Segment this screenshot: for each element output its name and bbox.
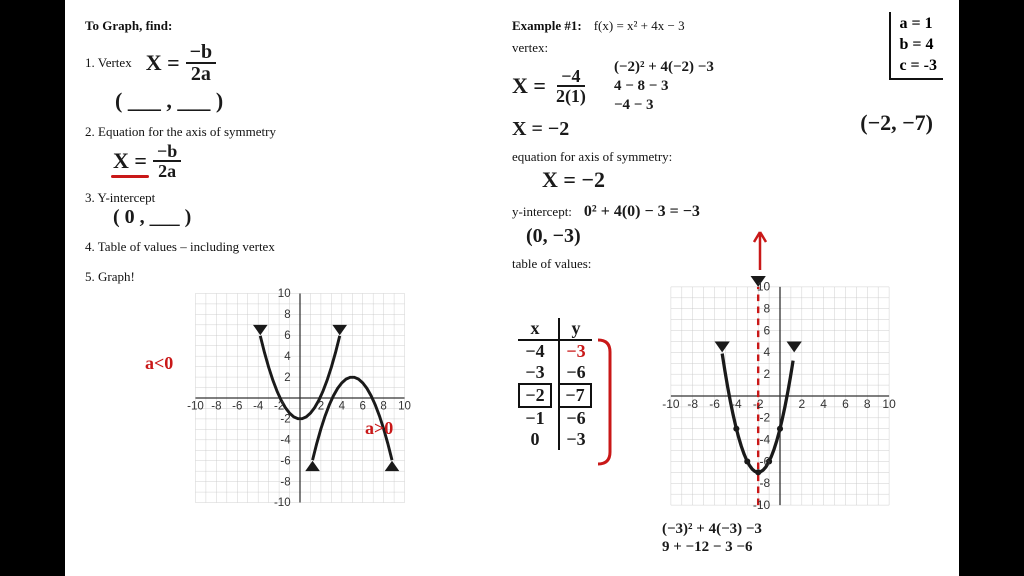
- svg-text:-10: -10: [274, 497, 291, 509]
- svg-text:8: 8: [284, 309, 290, 321]
- svg-text:4: 4: [763, 345, 770, 359]
- step1-lhs: X =: [146, 50, 180, 76]
- svg-text:8: 8: [763, 302, 770, 316]
- table-row: −2−7: [518, 383, 592, 408]
- red-bracket-icon: [596, 338, 614, 466]
- svg-text:2: 2: [284, 372, 290, 384]
- left-graph: -10-10-8-8-6-6-4-4-2-2224466881010 a<0 a…: [185, 283, 415, 513]
- red-arrow-icon: [748, 226, 772, 272]
- step2-frac: −b 2a: [153, 142, 181, 180]
- value-table: x y −4−3−3−6−2−7−1−60−3: [518, 318, 592, 450]
- yint-pt: (0, −3): [526, 225, 939, 248]
- svg-text:4: 4: [284, 351, 291, 363]
- svg-text:2: 2: [798, 397, 805, 411]
- svg-text:-10: -10: [662, 397, 680, 411]
- a-gt-zero: a>0: [365, 418, 393, 439]
- svg-text:10: 10: [398, 401, 411, 413]
- example-fn: f(x) = x² + 4x − 3: [594, 18, 685, 34]
- svg-text:8: 8: [864, 397, 871, 411]
- axis-eq: X = −2: [542, 167, 939, 193]
- svg-text:-8: -8: [211, 401, 221, 413]
- vertex-label: vertex:: [512, 40, 939, 56]
- svg-text:-6: -6: [760, 454, 771, 468]
- table-row: −1−6: [518, 408, 592, 429]
- svg-text:-2: -2: [760, 411, 771, 425]
- svg-text:2: 2: [763, 367, 770, 381]
- right-graph-svg: -10 -10 -8 -8 -6 -6 -4 -4 -2-2 2 2 4 4 6 6 8 8 10 10: [660, 276, 900, 516]
- svg-text:4: 4: [820, 397, 827, 411]
- svg-text:10: 10: [882, 397, 896, 411]
- worksheet-page: To Graph, find: 1. Vertex X = −b 2a ( __…: [65, 0, 959, 576]
- svg-text:-8: -8: [760, 476, 771, 490]
- svg-text:10: 10: [757, 280, 771, 294]
- svg-text:-4: -4: [731, 397, 742, 411]
- step1-label: 1. Vertex: [85, 55, 132, 71]
- svg-text:6: 6: [360, 401, 366, 413]
- svg-text:-2: -2: [280, 414, 290, 426]
- vertex-work: (−2)² + 4(−2) −3 4 − 8 − 3 −4 − 3: [614, 58, 714, 114]
- step2-lhs: X =: [113, 148, 147, 174]
- yint-work: 0² + 4(0) − 3 = −3: [584, 203, 700, 221]
- x-frac: −4 2(1): [552, 67, 590, 105]
- svg-text:6: 6: [842, 397, 849, 411]
- step4-label: 4. Table of values – including vertex: [85, 239, 512, 255]
- step3-blank: ( 0 , ___ ): [113, 206, 512, 229]
- table-row: −3−6: [518, 362, 592, 383]
- left-column: To Graph, find: 1. Vertex X = −b 2a ( __…: [85, 18, 512, 558]
- vertex-point: (−2, −7): [860, 110, 933, 136]
- svg-text:-4: -4: [253, 401, 264, 413]
- step3-label: 3. Y-intercept: [85, 190, 512, 206]
- right-column: Example #1: f(x) = x² + 4x − 3 vertex: a…: [512, 18, 939, 558]
- svg-text:10: 10: [278, 288, 291, 300]
- svg-text:6: 6: [284, 330, 290, 342]
- svg-text:6: 6: [763, 323, 770, 337]
- coeff-block: a = 1 b = 4 c = -3: [889, 12, 943, 80]
- left-graph-svg: -10 -10 -8 -8 -6 -6 -4 -4 -2-2 2 2 4 4 6 6 8 8 10 10: [185, 283, 415, 513]
- axis-label: equation for axis of symmetry:: [512, 149, 939, 165]
- svg-text:-6: -6: [709, 397, 720, 411]
- svg-text:-4: -4: [280, 434, 291, 446]
- svg-text:-2: -2: [274, 401, 284, 413]
- svg-text:-2: -2: [753, 397, 764, 411]
- yint-label: y-intercept:: [512, 204, 572, 220]
- tov-label: table of values:: [512, 256, 939, 272]
- step1-blank: ( ___ , ___ ): [115, 88, 512, 114]
- table-row: 0−3: [518, 429, 592, 450]
- svg-text:-8: -8: [687, 397, 698, 411]
- step2-label: 2. Equation for the axis of symmetry: [85, 124, 512, 140]
- right-graph: -10 -10 -8 -8 -6 -6 -4 -4 -2-2 2 2 4 4 6 6 8 8 10 10: [660, 276, 900, 516]
- svg-text:-4: -4: [760, 432, 771, 446]
- step1-frac: −b 2a: [186, 42, 217, 84]
- svg-text:2: 2: [318, 401, 324, 413]
- svg-text:-10: -10: [753, 498, 771, 512]
- bottom-work: (−3)² + 4(−3) −3 9 + −12 − 3 −6: [662, 520, 762, 556]
- svg-text:8: 8: [380, 401, 386, 413]
- example-label: Example #1:: [512, 18, 582, 34]
- a-lt-zero: a<0: [145, 353, 173, 374]
- svg-text:4: 4: [339, 401, 346, 413]
- svg-text:-8: -8: [280, 476, 290, 488]
- to-graph-title: To Graph, find:: [85, 18, 512, 34]
- x-eq: X =: [512, 73, 546, 99]
- svg-text:-10: -10: [187, 401, 204, 413]
- table-row: −4−3: [518, 341, 592, 362]
- svg-text:-6: -6: [280, 455, 290, 467]
- svg-text:-6: -6: [232, 401, 242, 413]
